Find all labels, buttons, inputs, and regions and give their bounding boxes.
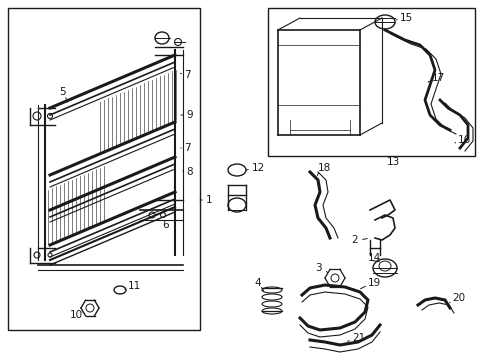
Text: 20: 20 (451, 293, 464, 303)
Text: 16: 16 (457, 135, 470, 145)
Text: 15: 15 (399, 13, 412, 23)
Text: 2: 2 (351, 235, 357, 245)
Text: 8: 8 (185, 167, 192, 177)
Text: 21: 21 (351, 333, 365, 343)
Text: 7: 7 (183, 143, 190, 153)
Text: 12: 12 (251, 163, 264, 173)
Text: 6: 6 (162, 220, 168, 230)
Text: 11: 11 (128, 281, 141, 291)
Text: 7: 7 (183, 70, 190, 80)
Text: 14: 14 (367, 253, 381, 263)
Text: 18: 18 (317, 163, 330, 173)
Text: 13: 13 (386, 157, 399, 167)
Text: 1: 1 (205, 195, 212, 205)
Text: 19: 19 (367, 278, 381, 288)
Text: 4: 4 (254, 278, 261, 288)
Text: 9: 9 (185, 110, 192, 120)
Bar (267, 8, 474, 156)
Text: 5: 5 (59, 87, 65, 97)
Text: 3: 3 (314, 263, 321, 273)
Bar (8, 8, 200, 330)
Text: 10: 10 (70, 310, 83, 320)
Text: 17: 17 (431, 73, 445, 83)
